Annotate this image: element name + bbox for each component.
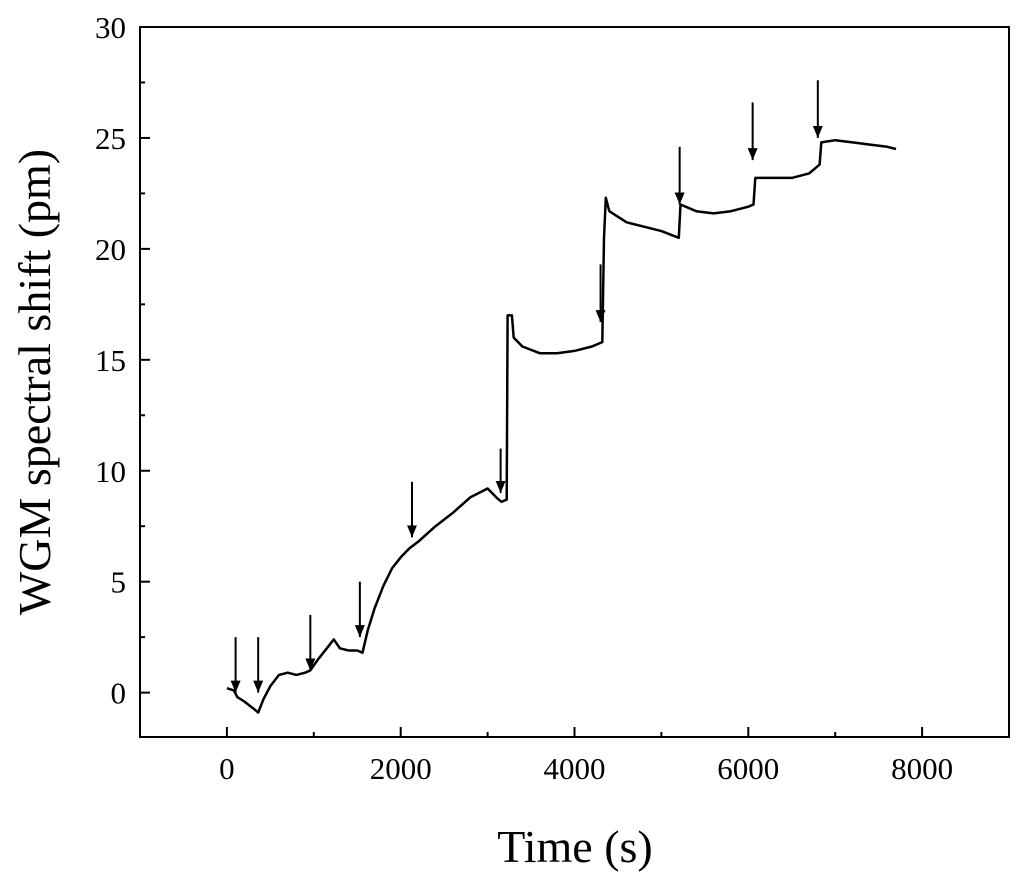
x-tick-label: 6000 (717, 751, 779, 786)
x-tick-label: 2000 (370, 751, 432, 786)
series-layer (226, 138, 897, 714)
annotation-layer (230, 80, 823, 693)
y-tick-label: 20 (95, 232, 126, 267)
y-axis-title: WGM spectral shift (pm) (9, 149, 60, 615)
x-tick-label: 8000 (891, 751, 953, 786)
x-axis-ticks: 0 2000 4000 6000 8000 (219, 727, 953, 786)
plot-frame (139, 26, 1010, 738)
x-tick-label: 4000 (544, 751, 606, 786)
y-tick-label: 10 (95, 454, 126, 489)
x-tick-label: 0 (219, 751, 235, 786)
y-tick-label: 15 (95, 343, 126, 378)
y-tick-label: 0 (111, 676, 127, 711)
series-line (226, 138, 897, 714)
y-tick-label: 25 (95, 121, 126, 156)
x-axis-title: Time (s) (497, 821, 653, 872)
y-axis-ticks: 0 5 10 15 20 25 30 (95, 10, 150, 711)
y-tick-label: 5 (111, 565, 127, 600)
y-tick-label: 30 (95, 10, 126, 45)
